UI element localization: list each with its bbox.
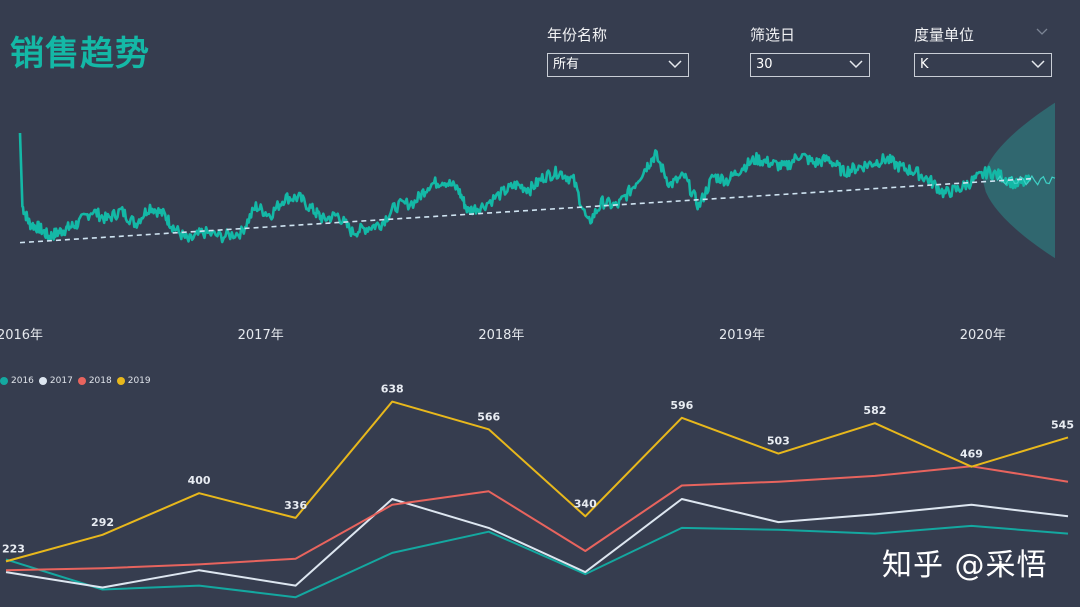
legend-dot (116, 377, 125, 385)
data-label: 638 (381, 383, 404, 396)
filter-day-label: 筛选日 (750, 26, 796, 44)
legend-item-2018[interactable]: 2018 (77, 376, 112, 386)
series-line-2017 (5, 498, 1069, 589)
legend-dot (38, 377, 47, 385)
filter-day-dropdown[interactable]: 30 (750, 53, 870, 77)
filter-day-value: 30 (756, 57, 773, 72)
series-trend-line (19, 177, 1031, 244)
data-label: 469 (960, 448, 983, 461)
trend-chart: 2016年 2017年 2018年 2019年 2020年 (0, 102, 1056, 343)
filter-year: 年份名称 所有 (547, 24, 689, 77)
page-title: 销售趋势 (10, 34, 150, 74)
filter-unit-value: K (920, 57, 929, 72)
legend-item-2016[interactable]: 2016 (0, 376, 34, 386)
filter-day: 筛选日 30 (750, 24, 870, 77)
data-label: 223 (2, 542, 25, 555)
legend-dot (0, 377, 8, 385)
series-daily-line (18, 132, 1032, 244)
x-tick-label: 2016年 (0, 328, 43, 343)
filter-year-dropdown[interactable]: 所有 (547, 53, 689, 77)
legend-item-2019[interactable]: 2019 (116, 376, 151, 386)
data-label: 400 (188, 474, 211, 487)
collapse-chevron-icon[interactable] (1036, 28, 1048, 36)
series-line-2018 (5, 465, 1069, 572)
x-tick-label: 2020年 (960, 328, 1006, 343)
series-forecast-line (996, 174, 1056, 186)
series-line-2016 (5, 524, 1069, 599)
watermark: 知乎 @采悟 (882, 548, 1048, 583)
filter-year-label: 年份名称 (547, 26, 608, 44)
data-label: 545 (1051, 418, 1074, 431)
data-label: 596 (670, 399, 693, 412)
legend-dot (77, 377, 86, 385)
chevron-down-icon (849, 60, 863, 69)
data-label: 503 (767, 435, 790, 448)
x-tick-label: 2017年 (238, 328, 284, 343)
filter-unit-label: 度量单位 (914, 26, 975, 44)
chevron-down-icon (1031, 60, 1045, 69)
chevron-down-icon (668, 60, 682, 69)
series-line-2019 (5, 400, 1069, 563)
data-label: 566 (477, 410, 500, 423)
data-label: 340 (574, 497, 597, 510)
monthly-chart: 223 292 400 336 638 566 340 596 503 582 469 545 (2, 383, 1074, 599)
legend-item-2017[interactable]: 2017 (38, 376, 73, 386)
filter-unit: 度量单位 K (914, 24, 1052, 77)
data-label: 292 (91, 516, 114, 529)
filter-unit-dropdown[interactable]: K (914, 53, 1052, 77)
filter-year-value: 所有 (553, 57, 580, 72)
x-tick-label: 2018年 (478, 328, 524, 343)
data-label: 336 (284, 499, 307, 512)
legend: 2016 2017 2018 2019 (0, 376, 151, 386)
x-tick-label: 2019年 (719, 328, 765, 343)
data-label: 582 (863, 404, 886, 417)
